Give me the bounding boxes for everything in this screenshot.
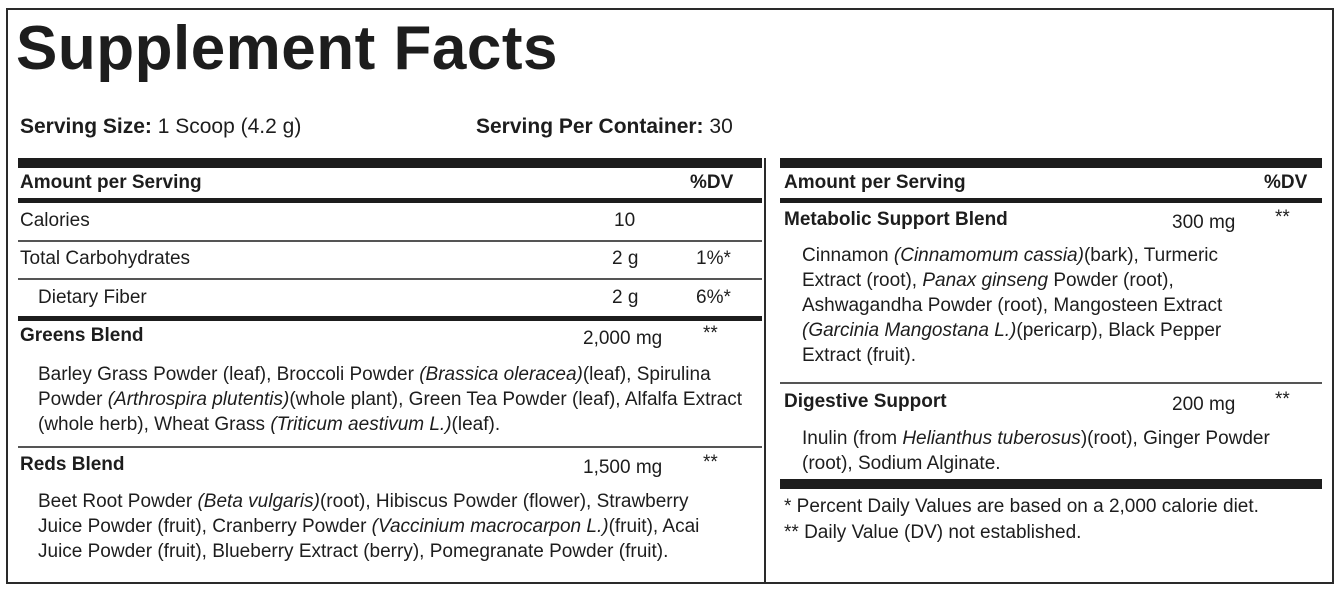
divider-medium [780, 198, 1322, 203]
ingredient-text: Barley Grass Powder (leaf), Broccoli Pow… [38, 364, 420, 385]
fiber-dv: 6%* [696, 287, 731, 308]
ingredient-text: (root), Hibiscus Powder (flower), Strawb… [38, 491, 689, 537]
ingredient-latin-name: Panax ginseng [922, 270, 1049, 291]
digestive-support-amount: 200 mg [1172, 394, 1236, 415]
calories-amount: 10 [614, 210, 636, 231]
divider-thick [18, 158, 762, 168]
digestive-support-dv: ** [1275, 389, 1290, 410]
divider-thick [780, 158, 1322, 168]
servings-per-container-value: 30 [703, 115, 733, 138]
ingredient-latin-name: (Garcinia Mangostana L.) [802, 320, 1017, 341]
ingredient-text: (leaf), Spirulina Powder [38, 364, 711, 410]
serving-size-label: Serving Size: [20, 115, 152, 138]
divider-thin [18, 446, 762, 448]
divider-thick [780, 479, 1322, 489]
column-divider [764, 158, 766, 582]
ingredient-text: (leaf). [451, 414, 501, 435]
calories-label: Calories [20, 210, 90, 231]
ingredient-latin-name: (Brassica oleracea) [419, 364, 583, 385]
ingredient-text: Beet Root Powder [38, 491, 198, 512]
carbs-label: Total Carbohydrates [20, 248, 191, 269]
ingredient-latin-name: (Beta vulgaris) [197, 491, 320, 512]
servings-per-container-label: Serving Per Container: [476, 115, 704, 138]
serving-size: Serving Size: 1 Scoop (4.2 g) [20, 114, 301, 140]
divider-medium [18, 316, 762, 321]
right-header-amount: Amount per Serving [784, 172, 966, 193]
digestive-support-label: Digestive Support [784, 391, 947, 412]
left-header-amount: Amount per Serving [20, 172, 202, 193]
page-title: Supplement Facts [16, 14, 558, 83]
supplement-facts-panel [6, 8, 1334, 584]
ingredient-latin-name: (Triticum aestivum L.) [270, 414, 452, 435]
metabolic-blend-label: Metabolic Support Blend [784, 209, 1008, 230]
ingredient-latin-name: Helianthus tuberosus [902, 428, 1081, 449]
reds-blend-ingredients: Beet Root Powder (Beta vulgaris)(root), … [38, 489, 738, 564]
ingredient-text: (whole plant), Green Tea Powder (leaf), … [38, 389, 743, 435]
fiber-label: Dietary Fiber [38, 287, 147, 308]
metabolic-blend-ingredients: Cinnamon (Cinnamomum cassia)(bark), Turm… [802, 243, 1280, 368]
reds-blend-amount: 1,500 mg [583, 457, 663, 478]
ingredient-text: (bark), Turmeric Extract (root), [802, 245, 1219, 291]
footnote-percent-dv: * Percent Daily Values are based on a 2,… [784, 496, 1259, 517]
greens-blend-dv: ** [703, 323, 718, 344]
servings-per-container: Serving Per Container: 30 [476, 114, 733, 140]
divider-thin [780, 382, 1322, 384]
right-header-dv: %DV [1264, 172, 1308, 193]
serving-size-value: 1 Scoop (4.2 g) [151, 115, 302, 138]
ingredient-latin-name: (Arthrospira plutentis) [107, 389, 290, 410]
carbs-amount: 2 g [612, 248, 639, 269]
ingredient-text: (pericarp), Black Pepper Extract (fruit)… [802, 320, 1222, 366]
left-header-dv: %DV [690, 172, 734, 193]
ingredient-text: )(root), Ginger Powder (root), Sodium Al… [802, 428, 1270, 474]
ingredient-latin-name: (Vaccinium macrocarpon L.) [371, 516, 609, 537]
ingredient-text: Powder (root), Ashwagandha Powder (root)… [802, 270, 1223, 316]
metabolic-blend-amount: 300 mg [1172, 212, 1236, 233]
greens-blend-ingredients: Barley Grass Powder (leaf), Broccoli Pow… [38, 362, 744, 437]
reds-blend-label: Reds Blend [20, 454, 125, 475]
metabolic-blend-dv: ** [1275, 207, 1290, 228]
ingredient-text: Cinnamon [802, 245, 894, 266]
greens-blend-label: Greens Blend [20, 325, 144, 346]
divider-medium [18, 198, 762, 203]
greens-blend-amount: 2,000 mg [583, 328, 663, 349]
divider-thin [18, 240, 762, 242]
reds-blend-dv: ** [703, 452, 718, 473]
footnote-dv-not-established: ** Daily Value (DV) not established. [784, 522, 1082, 543]
carbs-dv: 1%* [696, 248, 731, 269]
fiber-amount: 2 g [612, 287, 639, 308]
ingredient-text: (fruit), Acai Juice Powder (fruit), Blue… [38, 516, 700, 562]
ingredient-latin-name: (Cinnamomum cassia) [893, 245, 1084, 266]
ingredient-text: Inulin (from [802, 428, 903, 449]
digestive-support-ingredients: Inulin (from Helianthus tuberosus)(root)… [802, 426, 1292, 476]
divider-thin [18, 278, 762, 280]
